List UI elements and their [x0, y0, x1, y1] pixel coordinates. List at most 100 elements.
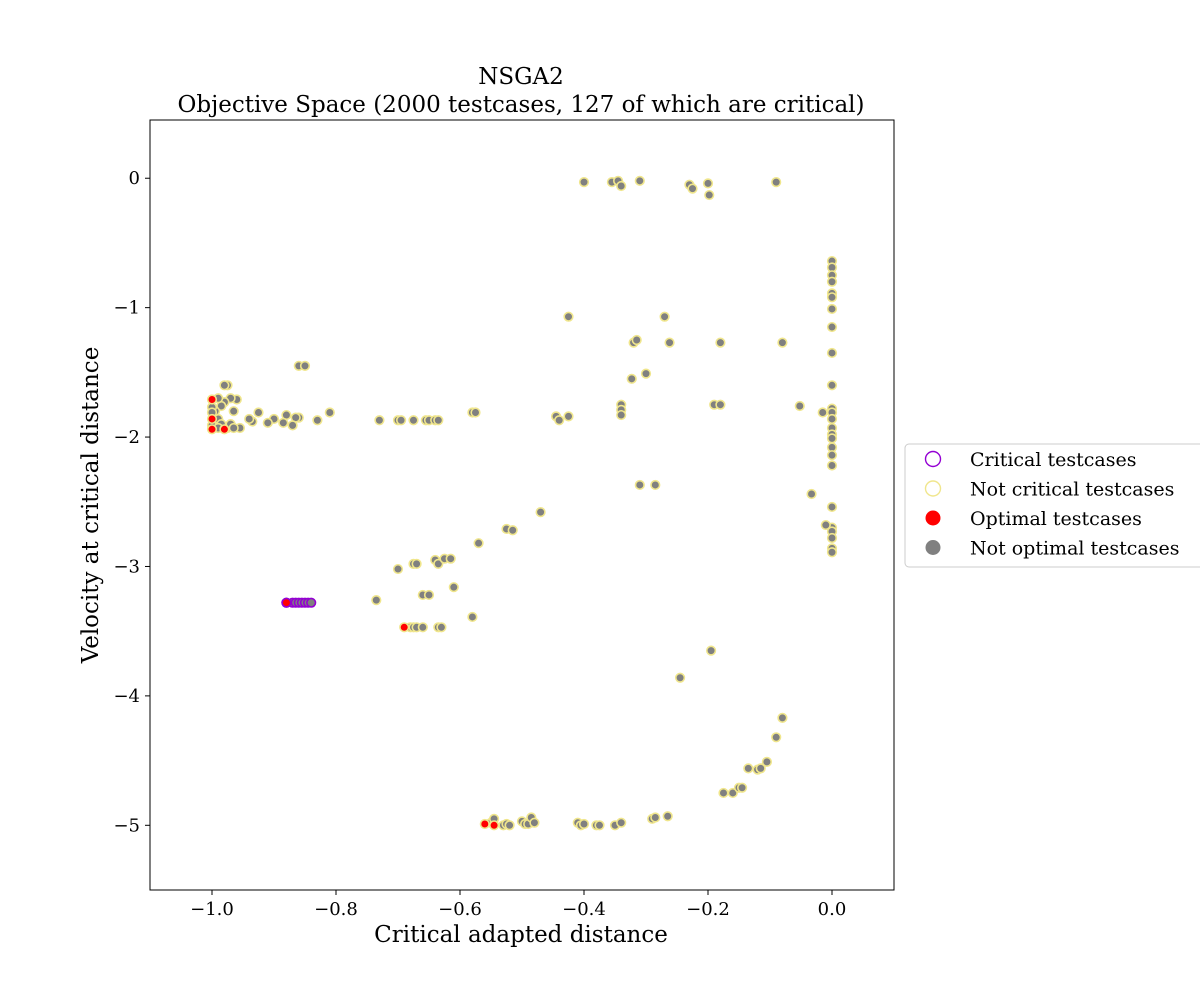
data-point-0-42	[631, 334, 642, 346]
data-point-2-5	[479, 818, 490, 830]
data-point-0-55	[563, 411, 574, 422]
data-point-2-2	[206, 424, 218, 435]
data-point-0-57	[470, 407, 481, 418]
data-point-0-27	[826, 450, 838, 461]
data-point-0-79	[417, 622, 428, 633]
x-axis: −1.0 −0.8 −0.6 −0.4 −0.2 0.0	[190, 890, 846, 920]
data-point-0-82	[705, 645, 717, 656]
data-point-2-4	[399, 622, 410, 633]
data-point-0-130	[262, 417, 273, 428]
x-tick-label-5: 0.0	[818, 899, 847, 920]
y-tick-label-5: −5	[113, 815, 140, 836]
data-point-0-84	[777, 712, 788, 723]
data-point-0-43	[659, 311, 670, 322]
legend-label-1: Not critical testcases	[970, 479, 1174, 501]
data-point-0-150	[228, 422, 239, 434]
data-point-0-85	[771, 732, 782, 743]
data-point-0-28	[826, 460, 838, 471]
y-tick-label-4: −4	[113, 686, 140, 707]
data-point-2-0	[206, 394, 218, 405]
y-axis-label: Velocity at critical distance	[78, 347, 104, 665]
x-tick-label-1: −0.8	[314, 899, 358, 920]
data-point-0-86	[743, 763, 754, 774]
data-point-0-106	[529, 817, 540, 828]
data-point-0-83	[674, 672, 686, 683]
data-point-0-18	[826, 347, 838, 359]
y-tick-label-3: −3	[113, 556, 140, 577]
data-point-1-7	[306, 597, 317, 608]
data-point-0-96	[650, 812, 661, 823]
y-tick-label-2: −2	[113, 427, 140, 448]
data-point-0-25	[826, 433, 838, 444]
data-point-0-114	[374, 415, 385, 426]
data-point-0-88	[755, 763, 766, 774]
data-point-0-131	[253, 407, 264, 418]
data-point-0-109	[578, 818, 590, 830]
data-point-0-123	[312, 415, 323, 426]
x-tick-label-3: −0.4	[562, 899, 606, 920]
data-point-0-116	[396, 415, 407, 426]
data-point-0-60	[535, 507, 546, 518]
data-point-0-22	[826, 413, 838, 425]
legend-label-3: Not optimal testcases	[970, 538, 1180, 560]
data-point-0-122	[324, 407, 335, 418]
data-point-0-111	[594, 820, 605, 831]
data-point-0-67	[445, 553, 456, 564]
data-point-0-8	[704, 189, 715, 201]
plot-frame	[149, 119, 895, 891]
data-point-0-128	[278, 417, 289, 428]
data-point-0-74	[371, 595, 382, 606]
data-point-0-62	[507, 525, 518, 536]
data-point-0-101	[504, 820, 515, 831]
data-point-0-126	[287, 420, 298, 431]
data-point-0-50	[616, 409, 627, 421]
chart-subtitle: Objective Space (2000 testcases, 127 of …	[178, 92, 865, 118]
data-point-0-0	[578, 177, 590, 188]
y-tick-label-0: 0	[129, 168, 140, 189]
data-point-2-1	[206, 413, 218, 425]
data-point-0-36	[817, 407, 828, 418]
data-point-0-46	[626, 373, 637, 384]
data-point-0-89	[761, 756, 773, 767]
legend-frame	[904, 443, 1200, 568]
data-point-0-7	[702, 178, 714, 189]
data-point-0-54	[554, 415, 565, 426]
data-point-0-19	[826, 380, 838, 391]
data-point-0-154	[299, 360, 311, 371]
data-point-0-139	[219, 380, 230, 391]
data-point-0-32	[826, 532, 838, 544]
data-point-0-58	[634, 479, 645, 491]
data-point-0-35	[820, 519, 831, 531]
data-point-0-17	[826, 321, 838, 333]
data-point-2-3	[219, 424, 230, 435]
data-point-0-44	[664, 337, 675, 348]
data-point-0-69	[411, 558, 422, 569]
legend-label-2: Optimal testcases	[970, 508, 1142, 530]
data-point-0-45	[715, 337, 726, 348]
legend: Critical testcases Not critical testcases…	[904, 443, 1200, 568]
data-point-0-37	[806, 488, 817, 500]
legend-marker-0	[924, 450, 942, 468]
data-point-0-73	[423, 589, 435, 601]
data-point-0-59	[650, 479, 661, 491]
data-point-0-38	[794, 400, 805, 412]
data-point-0-81	[436, 622, 447, 633]
data-point-0-39	[777, 337, 788, 348]
data-point-0-121	[433, 415, 444, 426]
data-point-0-133	[244, 413, 255, 425]
data-point-0-9	[771, 177, 782, 188]
x-tick-label-2: −0.6	[438, 899, 482, 920]
data-point-0-93	[736, 782, 748, 793]
y-tick-label-1: −1	[113, 298, 140, 319]
data-point-0-29	[826, 501, 838, 513]
legend-marker-2	[925, 510, 941, 526]
data-point-0-117	[408, 415, 419, 426]
data-point-0-113	[616, 817, 627, 828]
data-point-0-47	[640, 368, 652, 379]
x-tick-label-4: −0.2	[686, 899, 730, 920]
data-points-layer	[206, 175, 838, 831]
data-point-0-13	[826, 276, 838, 287]
data-point-0-94	[662, 811, 673, 822]
x-tick-label-0: −1.0	[190, 899, 234, 920]
